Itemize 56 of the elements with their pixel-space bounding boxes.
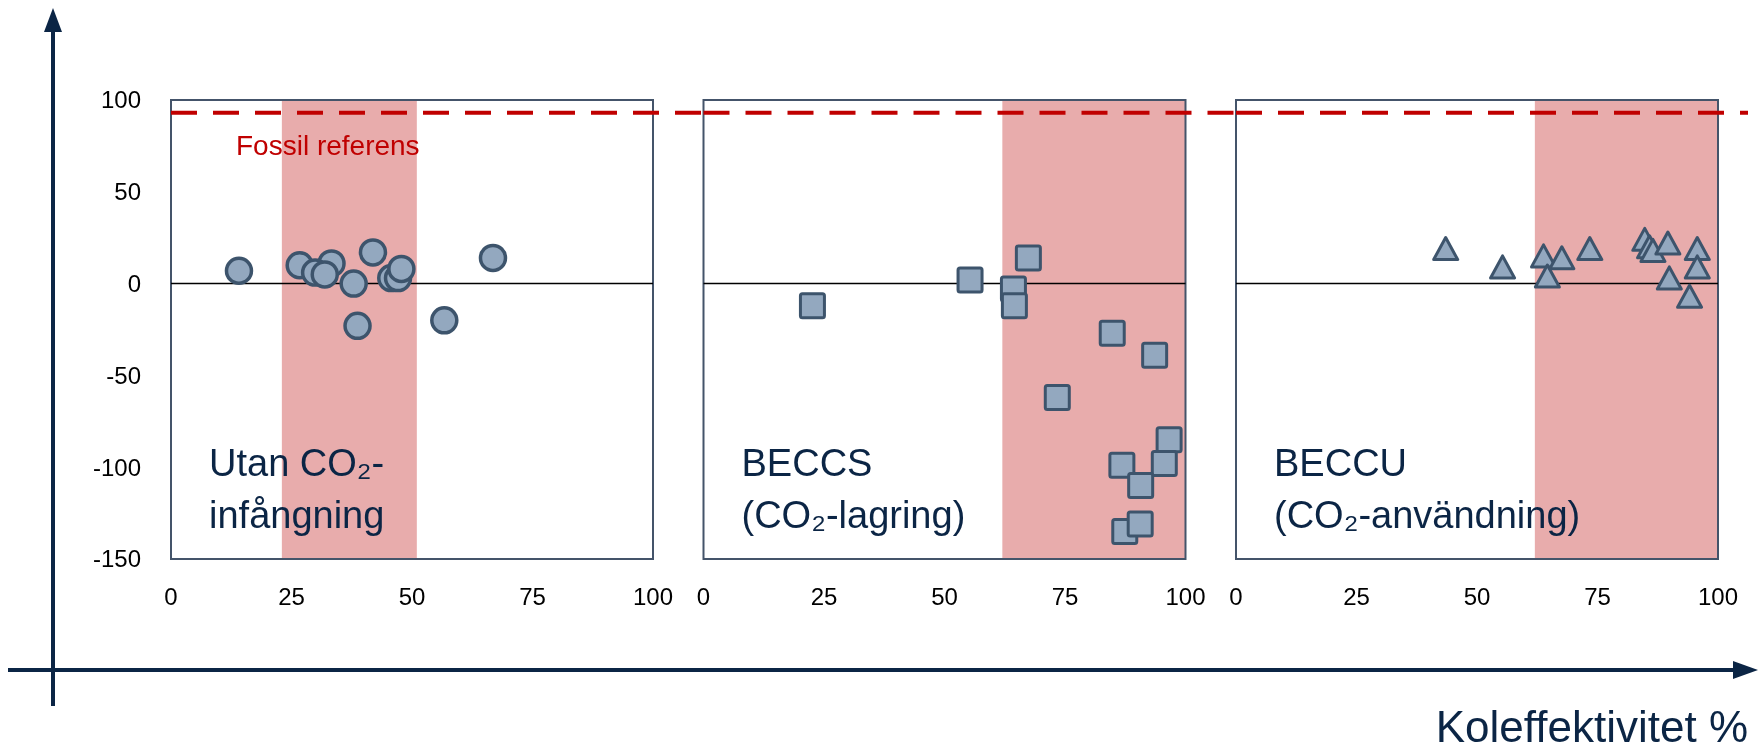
point (1126, 510, 1154, 538)
point (1683, 236, 1711, 262)
point (1043, 383, 1071, 411)
x-tick-label: 75 (519, 583, 546, 610)
point (1155, 426, 1183, 454)
annotation: BECCS (CO₂-lagring) (741, 442, 966, 536)
point (956, 266, 984, 294)
point (339, 269, 368, 298)
y-tick-label: -100 (92, 453, 141, 481)
point (1150, 450, 1178, 478)
point (1127, 472, 1155, 500)
x-tick-label: 25 (1343, 583, 1370, 610)
y-tick-label: 50 (114, 178, 141, 206)
point (1576, 236, 1604, 262)
point (387, 254, 416, 284)
point (798, 292, 826, 320)
x-tick-label: 100 (632, 583, 674, 610)
x-tick-label: 100 (1165, 583, 1206, 610)
x-tick-label: 50 (931, 583, 958, 610)
point (478, 243, 508, 273)
x-tick-label: 25 (810, 583, 838, 610)
point (1108, 451, 1136, 479)
x-tick-label: 25 (278, 583, 305, 610)
x-tick-label: 50 (398, 583, 426, 610)
x-tick-label: 75 (1051, 583, 1079, 610)
point (1676, 283, 1704, 309)
point (1432, 236, 1460, 262)
y-tick-label: 0 (127, 270, 141, 297)
point (343, 311, 372, 341)
x-axis-title: Koleffektivitet % (1435, 702, 1748, 751)
point (1683, 254, 1711, 280)
point (1533, 263, 1561, 289)
y-tick-label: -150 (92, 545, 141, 573)
x-tick-label: 75 (1584, 583, 1611, 610)
point (1655, 265, 1683, 291)
point (1098, 319, 1126, 347)
point (358, 238, 388, 267)
point (310, 260, 340, 289)
x-tick-label: 50 (1463, 583, 1491, 610)
point (224, 256, 254, 285)
y-tick-label: -50 (106, 361, 141, 389)
point (1654, 230, 1682, 256)
y-tick-label: 100 (100, 86, 141, 114)
point (1489, 254, 1517, 280)
x-tick-label: 0 (164, 583, 178, 610)
annotation: BECCU (CO₂-användning) (1274, 442, 1581, 536)
point (1014, 244, 1042, 272)
ref-line-label: Fossil referens (236, 129, 420, 161)
point (1141, 341, 1169, 369)
annotation: Utan CO₂- infångning (209, 442, 385, 536)
point (430, 306, 459, 335)
x-tick-label: 0 (1229, 583, 1243, 610)
point (1000, 292, 1028, 320)
point (1548, 245, 1576, 271)
x-tick-label: 0 (696, 583, 711, 610)
x-tick-label: 100 (1697, 583, 1739, 610)
